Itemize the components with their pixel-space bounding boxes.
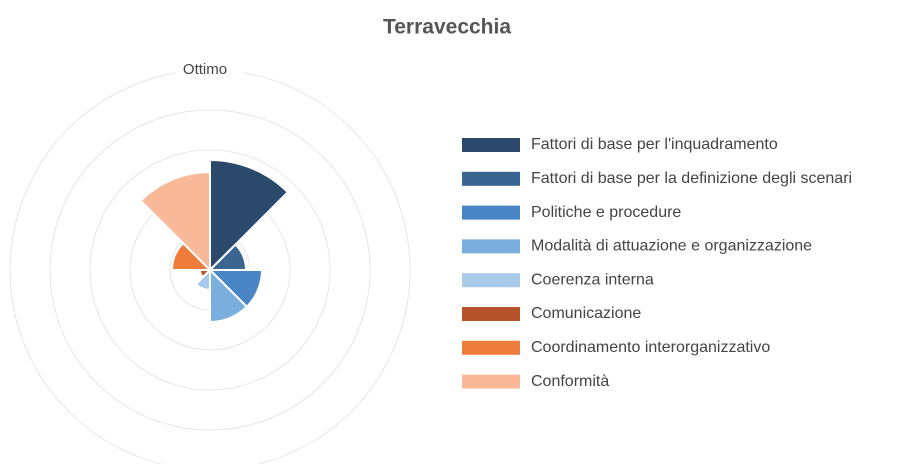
r-tick-label: Ottimo <box>183 61 227 78</box>
legend-label: Modalità di attuazione e organizzazione <box>531 238 812 255</box>
legend-swatch <box>462 239 520 254</box>
legend-swatch <box>462 374 520 389</box>
legend-swatch <box>462 205 520 220</box>
legend-swatch <box>462 273 520 288</box>
legend-label: Coordinamento interorganizzativo <box>531 339 770 356</box>
wedge <box>209 158 290 273</box>
legend-label: Politiche e procedure <box>531 204 681 221</box>
legend-swatch <box>462 171 520 186</box>
wedge <box>139 170 211 273</box>
legend-label: Fattori di base per l'inquadramento <box>531 136 778 153</box>
tick-label-bg <box>176 60 244 80</box>
legend-label: Coerenza interna <box>531 271 654 288</box>
legend-label: Conformità <box>531 373 609 390</box>
chart-title: Terravecchia <box>383 16 511 39</box>
legend-label: Fattori di base per la definizione degli… <box>531 170 852 187</box>
legend-swatch <box>462 138 520 152</box>
legend-swatch <box>462 340 520 355</box>
grid-ring <box>49 109 371 431</box>
legend-swatch <box>462 307 520 321</box>
legend-label: Comunicazione <box>531 305 641 322</box>
wedge <box>209 267 249 324</box>
wedge <box>194 267 211 292</box>
grid-ring <box>89 149 331 391</box>
